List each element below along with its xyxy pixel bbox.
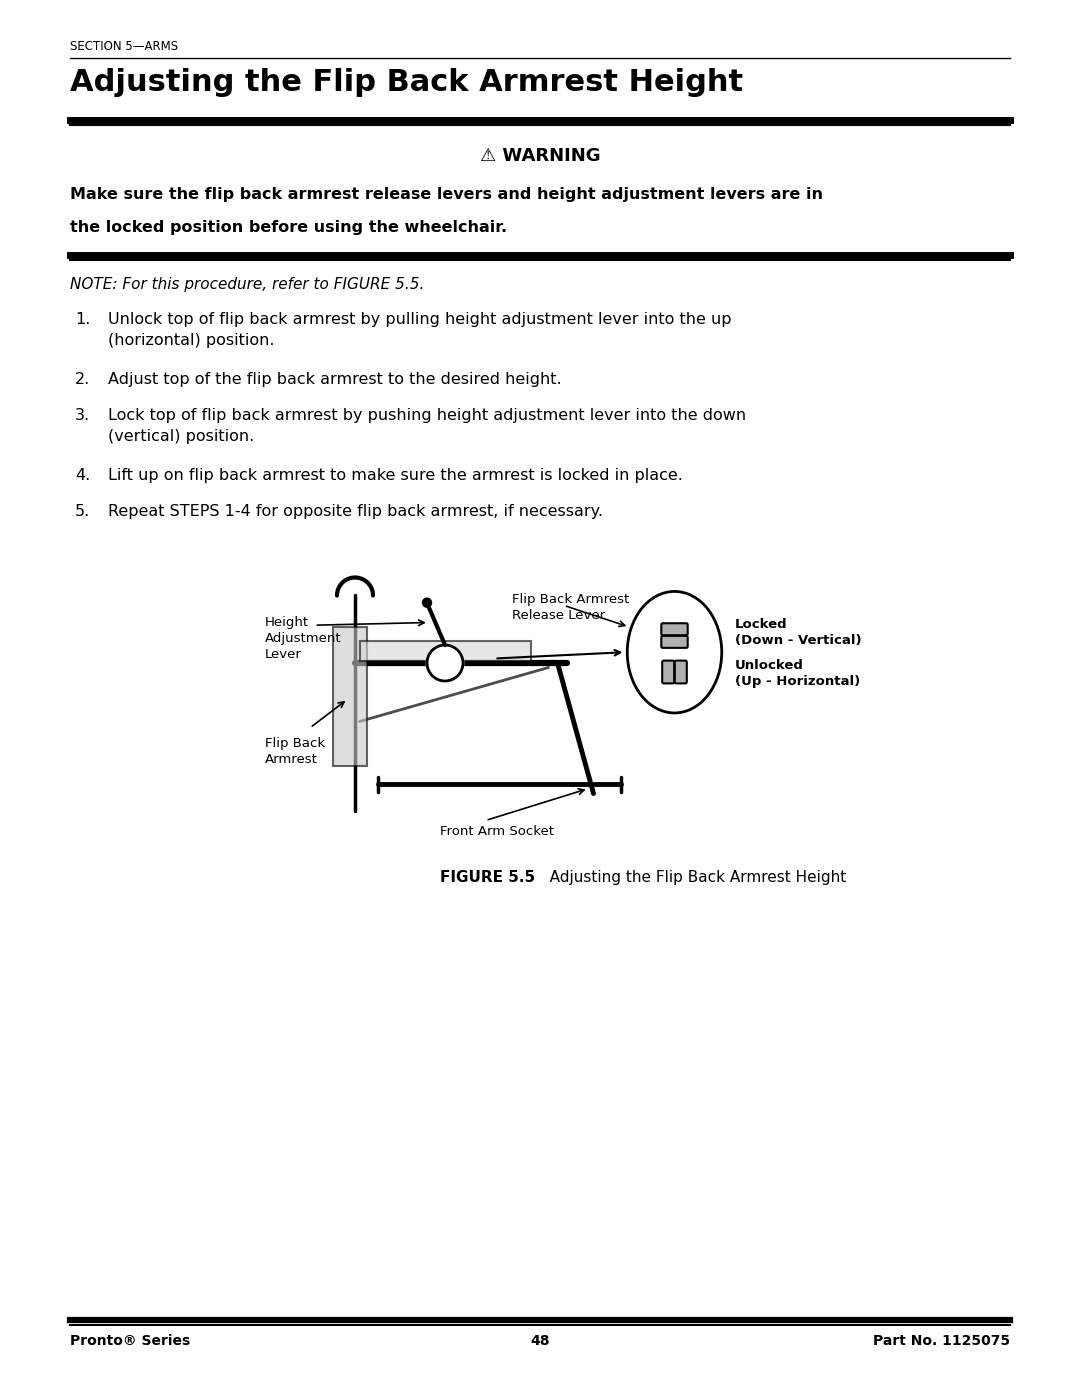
Text: 1.: 1.: [75, 312, 91, 327]
FancyBboxPatch shape: [661, 623, 688, 636]
Text: Part No. 1125075: Part No. 1125075: [873, 1334, 1010, 1348]
Text: Adjusting the Flip Back Armrest Height: Adjusting the Flip Back Armrest Height: [535, 870, 847, 886]
Text: SECTION 5—ARMS: SECTION 5—ARMS: [70, 41, 178, 53]
Text: Height
Adjustment
Lever: Height Adjustment Lever: [265, 616, 341, 661]
Text: 48: 48: [530, 1334, 550, 1348]
Text: Pronto® Series: Pronto® Series: [70, 1334, 190, 1348]
Text: Front Arm Socket: Front Arm Socket: [441, 826, 554, 838]
Circle shape: [427, 645, 463, 680]
Text: Make sure the flip back armrest release levers and height adjustment levers are : Make sure the flip back armrest release …: [70, 187, 823, 203]
FancyBboxPatch shape: [661, 636, 688, 648]
Text: 3.: 3.: [75, 408, 90, 423]
Bar: [360, 641, 530, 661]
Text: FIGURE 5.5: FIGURE 5.5: [440, 870, 535, 886]
Text: Adjust top of the flip back armrest to the desired height.: Adjust top of the flip back armrest to t…: [108, 372, 562, 387]
Text: Unlock top of flip back armrest by pulling height adjustment lever into the up
(: Unlock top of flip back armrest by pulli…: [108, 312, 731, 348]
Text: Locked
(Down - Vertical): Locked (Down - Vertical): [735, 617, 862, 647]
Text: Flip Back Armrest
Release Lever: Flip Back Armrest Release Lever: [513, 592, 630, 622]
Text: Adjusting the Flip Back Armrest Height: Adjusting the Flip Back Armrest Height: [70, 68, 743, 96]
Text: ⚠ WARNING: ⚠ WARNING: [480, 147, 600, 165]
Text: Lift up on flip back armrest to make sure the armrest is locked in place.: Lift up on flip back armrest to make sur…: [108, 468, 683, 483]
Text: Flip Back
Armrest: Flip Back Armrest: [265, 736, 325, 766]
Text: 5.: 5.: [75, 504, 91, 520]
Text: NOTE: For this procedure, refer to FIGURE 5.5.: NOTE: For this procedure, refer to FIGUR…: [70, 277, 424, 292]
Text: Lock top of flip back armrest by pushing height adjustment lever into the down
(: Lock top of flip back armrest by pushing…: [108, 408, 746, 444]
Text: Repeat STEPS 1-4 for opposite flip back armrest, if necessary.: Repeat STEPS 1-4 for opposite flip back …: [108, 504, 603, 520]
Text: the locked position before using the wheelchair.: the locked position before using the whe…: [70, 219, 508, 235]
Circle shape: [422, 598, 432, 608]
FancyBboxPatch shape: [662, 661, 674, 683]
Text: 4.: 4.: [75, 468, 91, 483]
FancyBboxPatch shape: [675, 661, 687, 683]
Ellipse shape: [627, 591, 721, 712]
Text: 2.: 2.: [75, 372, 91, 387]
Text: Unlocked
(Up - Horizontal): Unlocked (Up - Horizontal): [735, 659, 861, 689]
Bar: [333, 627, 367, 767]
